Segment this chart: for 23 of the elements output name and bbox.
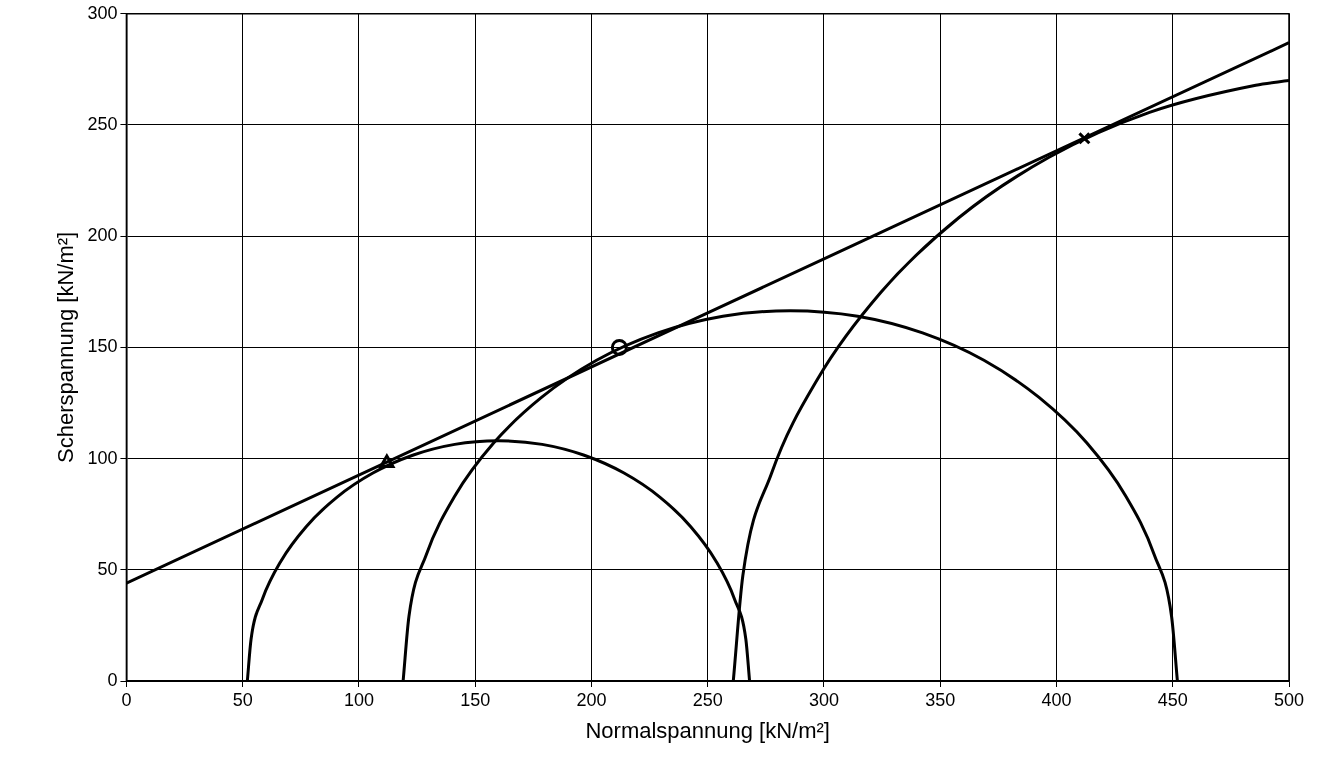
x-tick-label: 250 [692, 689, 723, 710]
x-tick-label: 150 [460, 689, 491, 710]
x-tick-label: 300 [808, 689, 839, 710]
x-tick-label: 200 [576, 689, 607, 710]
x-tick-label: 400 [1041, 689, 1072, 710]
x-tick-label: 350 [925, 689, 956, 710]
x-tick-label: 500 [1273, 689, 1305, 710]
y-tick-label: 200 [87, 225, 118, 246]
point [1077, 131, 1091, 145]
x-tick-label: 50 [232, 689, 253, 710]
x-tick-label: 100 [343, 689, 374, 710]
point [610, 338, 628, 356]
x-tick-label: 0 [121, 689, 132, 710]
x-tick-label: 450 [1157, 689, 1188, 710]
y-tick-label: 50 [97, 558, 118, 579]
x-axis-title: Normalspannung [kN/m²] [585, 717, 830, 743]
y-tick-label: 100 [87, 447, 118, 468]
point [379, 454, 395, 469]
y-tick-label: 250 [87, 113, 118, 134]
y-axis-title: Scherspannung [kN/m²] [53, 231, 79, 463]
y-tick-label: 150 [87, 336, 118, 357]
y-tick-label: 0 [107, 669, 118, 690]
y-tick-label: 300 [87, 2, 118, 23]
